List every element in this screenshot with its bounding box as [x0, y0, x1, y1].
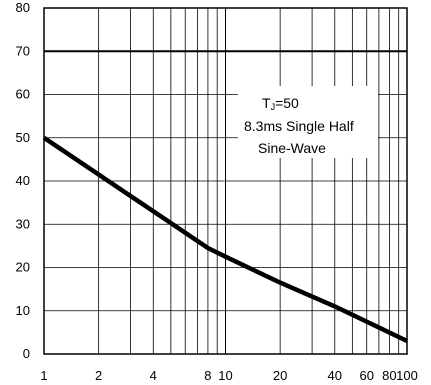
x-tick-label: 10	[218, 368, 232, 383]
y-tick-label: 50	[16, 130, 30, 145]
annotation-tj: TJ=50	[262, 95, 299, 112]
y-tick-label: 40	[16, 173, 30, 188]
annotation-line-2: 8.3ms Single Half	[244, 118, 354, 134]
y-tick-label: 20	[16, 260, 30, 275]
y-tick-label: 60	[16, 87, 30, 102]
annotation-tj-symbol: T	[262, 95, 271, 111]
y-tick-label: 80	[16, 0, 30, 15]
x-tick-label: 2	[95, 368, 102, 383]
plot-frame	[43, 7, 408, 355]
annotation-tj-subscript: J	[271, 102, 276, 112]
series-layer	[42, 135, 408, 344]
y-tick-label: 30	[16, 216, 30, 231]
x-tick-label: 40	[328, 368, 342, 383]
y-tick-label: 10	[16, 303, 30, 318]
x-tick-label: 60	[360, 368, 374, 383]
x-tick-label: 20	[273, 368, 287, 383]
x-tick-label: 1	[40, 368, 47, 383]
surge-current-line	[42, 135, 408, 344]
y-axis-tick-labels: 0 10 20 30 40 50 60 70 80	[16, 0, 30, 361]
y-tick-label: 70	[16, 43, 30, 58]
annotation-line-3: Sine-Wave	[258, 140, 326, 156]
x-tick-label: 4	[150, 368, 157, 383]
x-tick-label: 80	[382, 368, 396, 383]
x-tick-label: 8	[204, 368, 211, 383]
annotation-background	[238, 86, 378, 158]
x-tick-label: 100	[396, 368, 418, 383]
annotation-tj-value: =50	[275, 95, 299, 111]
chart-annotation: TJ=50 8.3ms Single Half Sine-Wave	[238, 86, 378, 158]
x-axis-tick-labels: 1 2 4 8 10 20 40 60 80 100	[40, 368, 417, 383]
y-tick-label: 0	[23, 346, 30, 361]
